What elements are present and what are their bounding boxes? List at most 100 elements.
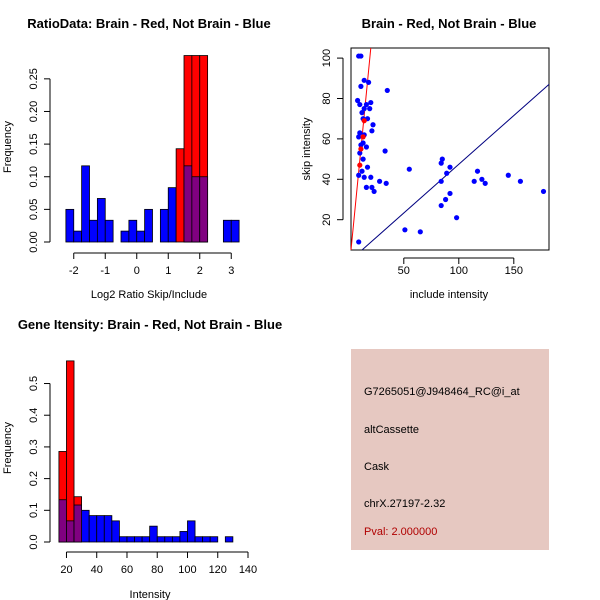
not-brain-point [369, 184, 375, 190]
not-brain-point [356, 134, 362, 140]
not-brain-bar [202, 536, 211, 543]
not-brain-point [357, 101, 363, 108]
x-tick-label: -2 [69, 265, 79, 277]
y-tick-label: 0.10 [28, 166, 40, 187]
x-tick-label: 50 [398, 265, 410, 277]
not-brain-point [474, 168, 481, 174]
x-tick-label: 100 [450, 265, 468, 277]
scatter-xlabel: include intensity [410, 289, 489, 301]
not-brain-bar [224, 536, 234, 543]
event-type: altCassette [364, 424, 420, 436]
not-brain-point [384, 87, 390, 94]
not-brain-bar [88, 515, 98, 543]
x-tick-label: 60 [121, 564, 133, 576]
overlap-bar [73, 504, 82, 543]
y-tick-label: 40 [321, 173, 333, 185]
not-brain-point [358, 53, 364, 59]
not-brain-bar [126, 536, 135, 543]
not-brain-bar [159, 208, 169, 243]
x-tick-label: 3 [228, 265, 234, 277]
not-brain-bar [120, 230, 130, 243]
brain-point [357, 162, 363, 168]
not-brain-point [366, 79, 372, 85]
y-tick-label: 0.20 [28, 101, 40, 122]
not-brain-point [479, 176, 485, 182]
not-brain-point [369, 128, 375, 134]
not-brain-bar [171, 536, 181, 543]
x-tick-label: -1 [100, 265, 110, 277]
ratio-histogram-axes: -2 -1 0 1 2 3 0.00 0.05 0.10 0.15 0.20 0.25 [28, 68, 234, 277]
x-tick-label: 40 [91, 564, 103, 576]
not-brain-bar [187, 520, 196, 543]
brain-point [358, 146, 364, 152]
not-brain-point [383, 180, 389, 186]
ratio-histogram-title: RatioData: Brain - Red, Not Brain - Blue [27, 16, 270, 31]
x-tick-label: 140 [239, 564, 257, 576]
not-brain-point [402, 227, 408, 233]
not-brain-point [358, 142, 364, 148]
x-tick-label: 1 [165, 265, 171, 277]
overlap-bar [199, 176, 209, 243]
not-brain-bar [96, 198, 106, 243]
not-brain-bar [141, 536, 151, 543]
x-tick-label: 80 [151, 564, 163, 576]
not-brain-point [363, 101, 369, 108]
not-brain-bar [89, 219, 98, 243]
not-brain-point [438, 160, 444, 166]
y-tick-label: 0.1 [28, 503, 40, 518]
y-tick-label: 0.4 [28, 408, 40, 423]
not-brain-bar [194, 536, 204, 543]
not-brain-point [447, 164, 453, 170]
not-brain-point [355, 97, 361, 104]
not-brain-bar [222, 219, 232, 243]
ratio-histogram-ylabel: Frequency [2, 121, 14, 173]
intensity-histogram-xlabel: Intensity [130, 589, 171, 600]
not-brain-bar [230, 219, 240, 243]
not-brain-point [371, 188, 377, 195]
not-brain-point [361, 174, 367, 180]
genomic-location: chrX.27197-2.32 [364, 498, 446, 510]
not-brain-point [438, 202, 444, 209]
overlap-bar [66, 520, 75, 543]
intensity-scatter: Brain - Red, Not Brain - Blue 50 100 150 20… [301, 16, 550, 301]
not-brain-point [377, 178, 383, 184]
y-tick-label: 0.0 [28, 534, 40, 549]
not-brain-point [363, 144, 369, 150]
not-brain-point [540, 188, 547, 195]
scatter-axes: 50 100 150 20 40 60 80 100 [321, 49, 523, 277]
not-brain-point [443, 196, 449, 203]
scatter-ylabel: skip intensity [301, 117, 313, 180]
intensity-histogram-title: Gene Itensity: Brain - Red, Not Brain - … [18, 317, 282, 332]
not-brain-point [357, 150, 363, 156]
not-brain-point [358, 83, 364, 89]
y-tick-label: 0.15 [28, 133, 40, 154]
brain-bar [175, 148, 185, 243]
scatter-title: Brain - Red, Not Brain - Blue [362, 16, 537, 31]
intensity-histogram-bars [58, 360, 234, 543]
not-brain-point [357, 130, 363, 136]
not-brain-bar [209, 536, 219, 543]
y-tick-label: 80 [321, 92, 333, 104]
not-brain-point [438, 178, 444, 184]
y-tick-label: 100 [321, 49, 333, 67]
brain-point [360, 134, 366, 140]
p-value: Pval: 2.000000 [364, 526, 438, 538]
not-brain-point [359, 168, 365, 174]
not-brain-fit-line [361, 83, 550, 251]
y-tick-label: 20 [321, 214, 333, 226]
not-brain-bar [111, 520, 120, 543]
y-tick-label: 0.25 [28, 68, 40, 89]
x-tick-label: 150 [505, 265, 523, 277]
not-brain-point [406, 166, 412, 172]
not-brain-bar [65, 208, 75, 243]
scatter-plot-frame [350, 47, 550, 251]
not-brain-point [370, 122, 376, 128]
y-tick-label: 0.3 [28, 439, 40, 454]
x-tick-label: 0 [134, 265, 140, 277]
not-brain-point [363, 184, 369, 190]
not-brain-bar [104, 219, 114, 243]
not-brain-point [382, 148, 388, 154]
not-brain-point [368, 99, 374, 106]
not-brain-bar [103, 515, 113, 543]
